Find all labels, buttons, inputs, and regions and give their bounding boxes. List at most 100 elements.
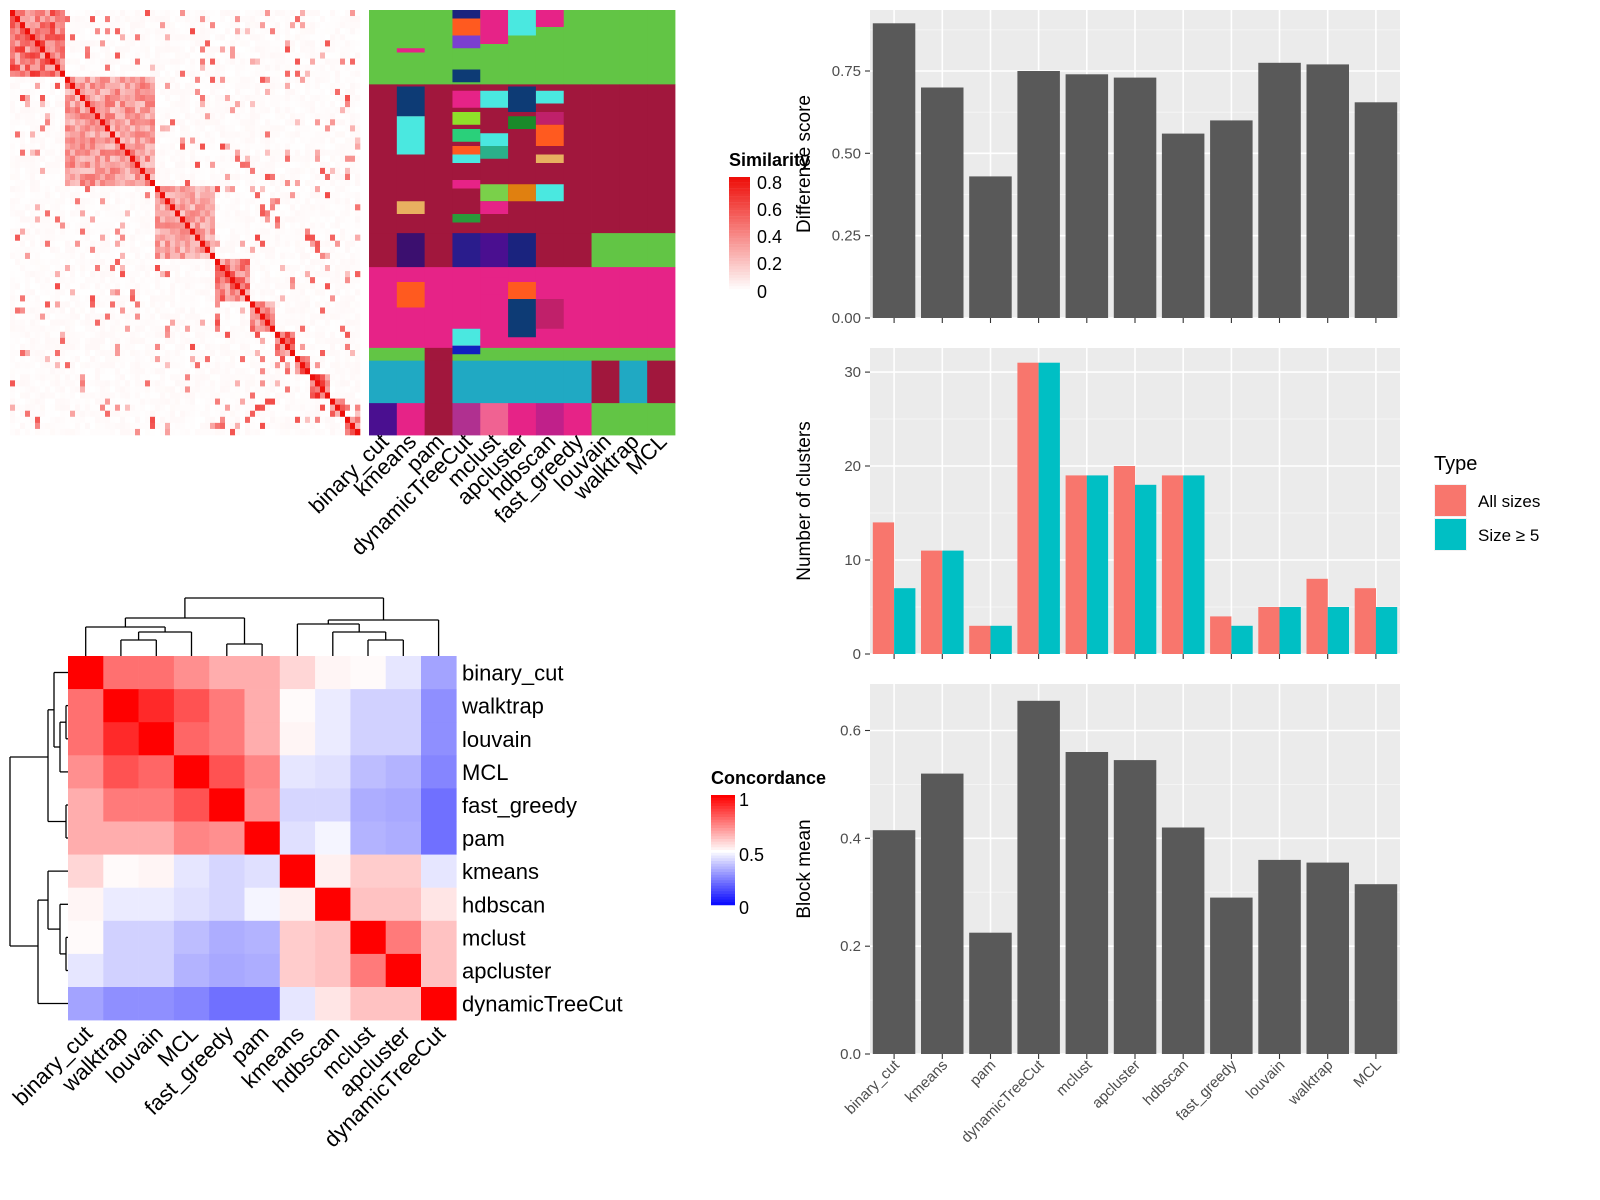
similarity-cell (305, 289, 311, 296)
similarity-cell (200, 295, 206, 302)
similarity-cell (120, 246, 126, 254)
similarity-cell (45, 143, 51, 150)
similarity-cell (105, 22, 111, 29)
similarity-cell (185, 386, 191, 393)
similarity-cell (220, 131, 226, 138)
similarity-cell (310, 277, 316, 284)
similarity-cell (95, 167, 101, 175)
similarity-cell (35, 22, 41, 29)
similarity-cell (145, 404, 151, 412)
similarity-cell (215, 198, 221, 205)
similarity-cell (20, 386, 26, 393)
similarity-cell (270, 119, 276, 126)
similarity-cell (155, 289, 161, 296)
similarity-cell (150, 283, 156, 290)
similarity-cell (275, 350, 281, 357)
similarity-cell (105, 301, 111, 308)
similarity-cell (150, 210, 156, 217)
similarity-cell (250, 143, 256, 150)
similarity-cell (305, 362, 311, 369)
similarity-cell (175, 222, 181, 229)
similarity-cell (285, 125, 291, 132)
similarity-cell (315, 82, 321, 90)
similarity-cell (280, 167, 286, 175)
similarity-cell (285, 295, 291, 302)
similarity-cell (175, 70, 181, 78)
similarity-cell (345, 410, 351, 418)
similarity-cell (315, 222, 321, 229)
similarity-cell (295, 143, 301, 150)
similarity-cell (220, 167, 226, 175)
similarity-cell (145, 216, 151, 223)
similarity-cell (225, 271, 231, 278)
similarity-cell (120, 422, 126, 430)
similarity-cell (125, 283, 131, 290)
similarity-cell (60, 325, 66, 333)
similarity-cell (75, 331, 81, 339)
similarity-cell (250, 343, 256, 351)
similarity-cell (260, 252, 266, 260)
similarity-cell (85, 410, 91, 418)
similarity-cell (30, 95, 36, 102)
similarity-cell (240, 422, 246, 430)
similarity-cell (260, 301, 266, 308)
similarity-cell (290, 386, 296, 393)
similarity-cell (100, 271, 106, 278)
similarity-cell (185, 374, 191, 381)
similarity-cell (290, 180, 296, 187)
similarity-cell (15, 34, 21, 41)
similarity-cell (10, 28, 16, 35)
similarity-cell (175, 246, 181, 254)
similarity-cell (80, 34, 86, 41)
similarity-cell (180, 240, 186, 248)
similarity-cell (210, 34, 216, 41)
similarity-cell (210, 82, 216, 90)
similarity-cell (55, 186, 61, 193)
similarity-cell (105, 428, 111, 436)
similarity-cell (160, 289, 166, 296)
similarity-cell (100, 404, 106, 412)
similarity-cell (290, 240, 296, 248)
similarity-cell (35, 289, 41, 296)
similarity-cell (185, 416, 191, 424)
similarity-cell (10, 149, 16, 157)
similarity-cell (95, 113, 101, 120)
cluster-band-cell (591, 84, 620, 234)
similarity-cell (245, 356, 251, 363)
similarity-cell (115, 28, 121, 35)
similarity-cell (55, 374, 61, 381)
similarity-cell (280, 58, 286, 65)
similarity-cell (320, 131, 326, 138)
similarity-cell (30, 40, 36, 47)
similarity-cell (330, 283, 336, 290)
similarity-cell (230, 180, 236, 187)
similarity-cell (100, 313, 106, 320)
similarity-cell (320, 95, 326, 102)
similarity-cell (205, 404, 211, 412)
similarity-cell (225, 131, 231, 138)
similarity-cell (330, 246, 336, 254)
similarity-cell (30, 222, 36, 229)
similarity-cell (95, 10, 101, 17)
similarity-cell (200, 386, 206, 393)
similarity-cell (160, 422, 166, 430)
similarity-cell (170, 313, 176, 320)
similarity-cell (20, 380, 26, 387)
similarity-cell (110, 380, 116, 387)
similarity-cell (130, 410, 136, 418)
similarity-cell (235, 295, 241, 302)
similarity-cell (35, 28, 41, 35)
similarity-cell (65, 125, 71, 132)
similarity-cell (125, 374, 131, 381)
similarity-cell (310, 82, 316, 90)
similarity-cell (25, 161, 31, 169)
similarity-cell (60, 301, 66, 308)
similarity-cell (330, 265, 336, 272)
similarity-cell (105, 180, 111, 187)
similarity-cell (345, 319, 351, 327)
similarity-cell (350, 416, 356, 424)
similarity-cell (160, 143, 166, 150)
similarity-cell (245, 101, 251, 108)
similarity-cell (190, 289, 196, 296)
similarity-cell (10, 252, 16, 260)
